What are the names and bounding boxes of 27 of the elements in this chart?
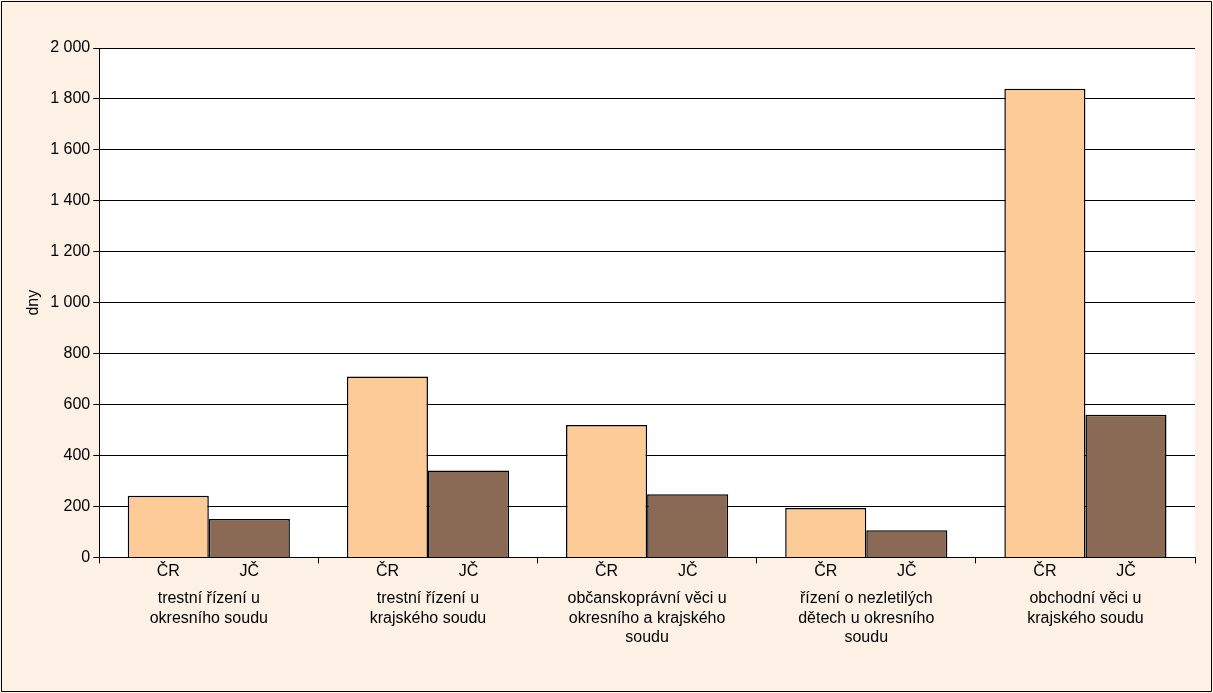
y-tick-label: 0 [81,547,91,565]
y-tick-label: 2 000 [50,38,91,56]
x-tick-label: občanskoprávní věci u okresního a krajského soudu [567,589,727,645]
text: ČR [375,561,399,579]
y-tick-label: 400 [63,445,91,463]
text: JČ [897,561,917,579]
y-tick-label: 1 800 [50,89,91,107]
y-tick-label: 1 000 [50,293,91,311]
x-tick-label: trestní řízení u okresního soudu [149,589,268,626]
text: ČR [595,561,619,579]
y-tick-label: 600 [63,394,91,412]
y-tick-label: 1 200 [50,242,91,260]
text: ČR [814,561,838,579]
text: JČ [677,561,698,579]
text: JČ [458,561,479,579]
y-tick-label: 800 [63,344,91,362]
x-tick-label: řízení o nezletilých dětech u okresního soudu [798,589,935,645]
y-tick-label: 1 400 [50,191,91,209]
y-axis-title: dny [24,289,42,316]
y-tick-label: 1 600 [50,140,91,158]
x-tick-label: obchodní věci u krajského soudu [1027,589,1144,626]
y-tick-label: 200 [63,496,91,514]
text: JČ [1116,561,1136,579]
series-label: ČR [156,560,180,579]
text: ČR [1033,561,1057,579]
x-tick-label: trestní řízení u krajského soudu [369,589,487,626]
series-label: JČ [239,560,260,579]
